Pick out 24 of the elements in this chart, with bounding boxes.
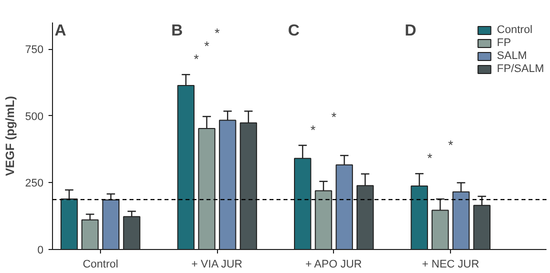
annotation: C: [288, 22, 300, 40]
annotation: D: [404, 22, 416, 40]
y-axis-title: VEGF (pg/mL): [3, 96, 18, 176]
y-tick-label: 750: [25, 44, 44, 56]
legend-label: FP: [496, 37, 512, 49]
annotation: *: [310, 122, 316, 138]
x-tick-label: Control: [82, 258, 118, 270]
annotation: *: [214, 26, 220, 41]
x-tick-label: + VIA JUR: [191, 258, 242, 270]
y-tick-label: 500: [25, 110, 44, 123]
annotation: *: [448, 138, 454, 153]
legend-label: FP/SALM: [496, 63, 544, 75]
y-tick-label: 250: [25, 178, 44, 190]
legend-label: SALM: [496, 50, 527, 62]
legend-label: Control: [496, 24, 532, 36]
annotation: *: [427, 150, 432, 166]
annotation: *: [331, 109, 336, 124]
annotation: A: [54, 22, 67, 40]
x-tick-label: + NEC JUR: [422, 258, 480, 270]
x-tick-label: + APO JUR: [305, 258, 362, 270]
annotation: *: [194, 52, 199, 67]
annotation: B: [171, 22, 183, 40]
annotation: *: [204, 38, 210, 54]
y-tick-label: 0: [37, 244, 44, 256]
